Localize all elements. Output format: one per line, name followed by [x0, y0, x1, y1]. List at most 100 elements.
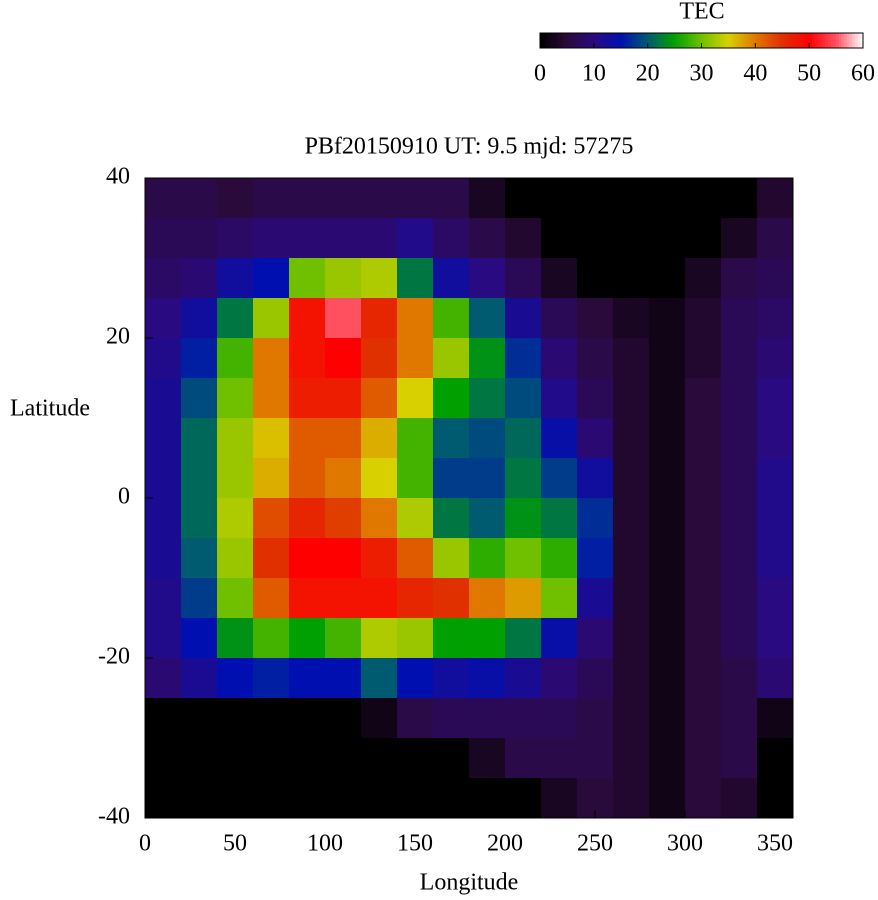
- heatmap-cell: [397, 698, 434, 739]
- heatmap-cell: [469, 338, 506, 379]
- colorbar-segment: [609, 33, 614, 48]
- heatmap-cell: [505, 618, 542, 659]
- heatmap-cell: [361, 618, 398, 659]
- heatmap-cell: [685, 178, 722, 219]
- heatmap-cell: [613, 418, 650, 459]
- heatmap-cell: [433, 338, 470, 379]
- colorbar-tick-label: 60: [851, 61, 875, 87]
- colorbar-segment: [819, 33, 824, 48]
- heatmap-cell: [397, 258, 434, 299]
- heatmap-cell: [397, 378, 434, 419]
- heatmap-cell: [145, 178, 182, 219]
- heatmap-cell: [469, 178, 506, 219]
- colorbar-segment: [542, 33, 546, 48]
- colorbar-segment: [846, 33, 851, 48]
- heatmap-cell: [253, 738, 290, 779]
- heatmap-cell: [217, 538, 254, 579]
- colorbar-segment: [545, 33, 549, 48]
- heatmap-cell: [181, 258, 218, 299]
- heatmap-cell: [181, 498, 218, 539]
- colorbar-segment: [739, 33, 743, 48]
- colorbar-segment: [849, 33, 853, 48]
- heatmap-cell: [145, 458, 182, 499]
- heatmap-cell: [289, 538, 326, 579]
- colorbar-segment: [774, 33, 778, 48]
- heatmap-cell: [613, 698, 650, 739]
- heatmap-cell: [145, 298, 182, 339]
- heatmap-cell: [361, 698, 398, 739]
- colorbar-segment: [728, 33, 732, 48]
- colorbar-segment: [698, 33, 702, 48]
- colorbar-segment: [688, 33, 692, 48]
- colorbar-segment: [712, 33, 716, 48]
- heatmap-cell: [541, 738, 578, 779]
- y-tick-label: 20: [106, 324, 130, 350]
- colorbar-segment: [653, 33, 657, 48]
- colorbar-segment: [669, 33, 673, 48]
- heatmap-cell: [361, 218, 398, 259]
- heatmap-cell: [721, 618, 758, 659]
- heatmap-cell: [469, 618, 506, 659]
- colorbar-segment: [607, 33, 611, 48]
- heatmap-cell: [433, 258, 470, 299]
- heatmap-cell: [613, 258, 650, 299]
- heatmap-cell: [505, 218, 542, 259]
- heatmap-cell: [145, 538, 182, 579]
- heatmap-cell: [181, 378, 218, 419]
- colorbar-segment: [801, 33, 805, 48]
- heatmap-cell: [217, 658, 254, 699]
- heatmap-cell: [721, 258, 758, 299]
- heatmap-cell: [649, 618, 686, 659]
- heatmap-cell: [577, 658, 614, 699]
- colorbar-segment: [596, 33, 600, 48]
- heatmap-cell: [397, 538, 434, 579]
- colorbar-segment: [809, 33, 813, 48]
- heatmap-cell: [253, 298, 290, 339]
- x-tick-label: 150: [397, 831, 433, 857]
- heatmap-cell: [685, 538, 722, 579]
- heatmap-cell: [505, 458, 542, 499]
- colorbar-segment: [749, 33, 754, 48]
- heatmap-cell: [217, 698, 254, 739]
- heatmap-cell: [289, 578, 326, 619]
- heatmap-cell: [577, 698, 614, 739]
- colorbar-segment: [682, 33, 686, 48]
- heatmap-cell: [361, 418, 398, 459]
- colorbar-segment: [599, 33, 603, 48]
- heatmap-cell: [181, 658, 218, 699]
- colorbar-segment: [634, 33, 638, 48]
- colorbar-segment: [701, 33, 705, 48]
- heatmap-cell: [541, 658, 578, 699]
- heatmap-cell: [577, 258, 614, 299]
- heatmap-cell: [253, 378, 290, 419]
- heatmap-cell: [433, 618, 470, 659]
- heatmap-cell: [397, 658, 434, 699]
- colorbar-tick-label: 20: [636, 61, 660, 87]
- heatmap-cell: [469, 738, 506, 779]
- heatmap-cell: [613, 218, 650, 259]
- heatmap-cell: [757, 658, 794, 699]
- heatmap-cell: [685, 658, 722, 699]
- heatmap-cell: [721, 458, 758, 499]
- heatmap-cell: [217, 458, 254, 499]
- x-tick-label: 200: [487, 831, 523, 857]
- heatmap-cell: [433, 658, 470, 699]
- colorbar-segment: [561, 33, 565, 48]
- colorbar-tick-label: 10: [582, 61, 606, 87]
- colorbar-segment: [612, 33, 616, 48]
- heatmap-cell: [541, 698, 578, 739]
- colorbar-segment: [763, 33, 767, 48]
- heatmap-cell: [757, 538, 794, 579]
- heatmap-cell: [325, 738, 362, 779]
- heatmap-cell: [757, 378, 794, 419]
- colorbar-segment: [553, 33, 557, 48]
- heatmap-cell: [721, 658, 758, 699]
- colorbar-segment: [844, 33, 848, 48]
- heatmap-cell: [289, 498, 326, 539]
- colorbar-segment: [666, 33, 670, 48]
- heatmap-cell: [757, 258, 794, 299]
- colorbar-segment: [623, 33, 627, 48]
- heatmap-cell: [325, 458, 362, 499]
- heatmap-cell: [145, 698, 182, 739]
- heatmap-cell: [433, 378, 470, 419]
